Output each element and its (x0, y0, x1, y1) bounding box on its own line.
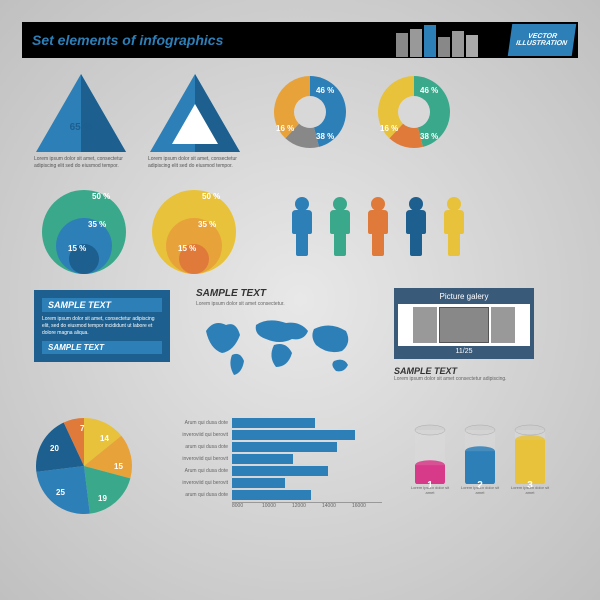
hbar-row: Arum qui dusa dote (172, 466, 382, 476)
gallery-page: 11/25 (398, 348, 530, 355)
gallery-image[interactable] (439, 307, 489, 343)
picture-gallery: Picture galery 11/25 (394, 288, 534, 359)
triangle-pct: 50 % (150, 122, 240, 133)
person-icon-3 (400, 196, 432, 261)
person-icon-2 (362, 196, 394, 261)
hbar-bar (232, 490, 311, 500)
triangle-pct: 65 % (36, 122, 126, 133)
hbar-bar (232, 418, 315, 428)
hbar-row: arum qui dusa dote (172, 490, 382, 500)
circle-label: 50 % (202, 192, 220, 201)
hbar-label: inveroviid qui berovit (172, 432, 232, 438)
hbar-bar (232, 454, 293, 464)
cylinder-caption: Lorem ipsum dolor sit amet (460, 486, 500, 496)
donut-chart-1: 46 % 16 % 38 % (376, 74, 452, 150)
cylinder-chart: 1 Lorem ipsum dolor sit amet 2 Lorem ips… (414, 424, 546, 489)
map-title: SAMPLE TEXT (196, 288, 364, 299)
badge-line1: VECTOR (527, 33, 557, 40)
donut-slice-label: 38 % (316, 132, 334, 141)
text-box-footer: SAMPLE TEXT (42, 341, 162, 354)
hbar-label: Arum qui dusa dote (172, 468, 232, 474)
hbar-row: arum qui dusa dote (172, 442, 382, 452)
hbar-label: Arum qui dusa dote (172, 420, 232, 426)
hbar-bar (232, 430, 355, 440)
cylinder-0: 1 Lorem ipsum dolor sit amet (414, 424, 446, 489)
hbar-tick: 8000 (232, 503, 262, 509)
pie-slice-label: 25 (56, 488, 65, 497)
pie-chart: 14 15 19 25 20 7 (34, 416, 134, 516)
hbar-tick: 16000 (352, 503, 382, 509)
world-map-icon (196, 311, 364, 383)
donut-slice-label: 46 % (420, 86, 438, 95)
donut-slice-label: 38 % (420, 132, 438, 141)
sample-text-box: SAMPLE TEXT Lorem ipsum dolor sit amet, … (34, 290, 170, 362)
hbar-bar (232, 466, 328, 476)
gallery-caption-body: Lorem ipsum dolor sit amet consectetur a… (394, 376, 534, 382)
gallery-thumb-prev[interactable] (413, 307, 437, 343)
circle-label: 50 % (92, 192, 110, 201)
cylinder-1: 2 Lorem ipsum dolor sit amet (464, 424, 496, 489)
badge-line2: ILLUSTRATION (516, 40, 568, 47)
header-bar: Set elements of infographics (22, 22, 578, 58)
world-map-block: SAMPLE TEXT Lorem ipsum dolor sit amet c… (196, 288, 364, 388)
person-icon-4 (438, 196, 470, 261)
pie-slice-label: 19 (98, 494, 107, 503)
hbar-bar (232, 442, 337, 452)
hbar-row: inveroviid qui berovit (172, 430, 382, 440)
donut-slice-label: 16 % (380, 124, 398, 133)
hbar-tick: 14000 (322, 503, 352, 509)
triangle-stat-1: 50 % Lorem ipsum dolor sit amet, consect… (150, 74, 240, 152)
triangle-caption: Lorem ipsum dolor sit amet, consectetur … (34, 156, 134, 169)
donut-slice-label: 46 % (316, 86, 334, 95)
horizontal-bar-chart: Arum qui dusa dote inveroviid qui berovi… (172, 418, 382, 509)
map-body: Lorem ipsum dolor sit amet consectetur. (196, 301, 364, 307)
header-mini-chart (396, 25, 478, 57)
hbar-label: arum qui dusa dote (172, 492, 232, 498)
triangle-stat-0: 65 % Lorem ipsum dolor sit amet, consect… (36, 74, 126, 152)
gallery-caption: SAMPLE TEXT Lorem ipsum dolor sit amet c… (394, 360, 534, 382)
hbar-row: Arum qui dusa dote (172, 418, 382, 428)
person-icon-1 (324, 196, 356, 261)
gallery-thumb-next[interactable] (491, 307, 515, 343)
vector-badge: VECTOR ILLUSTRATION (508, 24, 576, 56)
hbar-row: inveroviid qui berovit (172, 478, 382, 488)
hbar-label: inveroviid qui berovit (172, 480, 232, 486)
circle-label: 35 % (88, 220, 106, 229)
gallery-title: Picture galery (398, 292, 530, 301)
hbar-tick: 10000 (262, 503, 292, 509)
nested-circles-1: 50 % 35 % 15 % (152, 184, 242, 274)
nested-circles-0: 50 % 35 % 15 % (42, 184, 132, 274)
text-box-title: SAMPLE TEXT (42, 298, 162, 312)
donut-slice-label: 16 % (276, 124, 294, 133)
pie-slice-label: 15 (114, 462, 123, 471)
circle-label: 15 % (68, 244, 86, 253)
gallery-frame (398, 304, 530, 346)
hbar-label: arum qui dusa dote (172, 444, 232, 450)
header-title: Set elements of infographics (32, 32, 223, 48)
people-row (286, 196, 470, 261)
person-icon-0 (286, 196, 318, 261)
hbar-label: inveroviid qui berovit (172, 456, 232, 462)
pie-slice-label: 20 (50, 444, 59, 453)
cylinder-caption: Lorem ipsum dolor sit amet (510, 486, 550, 496)
circle-label: 15 % (178, 244, 196, 253)
hbar-row: inveroviid qui berovit (172, 454, 382, 464)
pie-slice-label: 14 (100, 434, 109, 443)
circle-label: 35 % (198, 220, 216, 229)
hbar-tick: 12000 (292, 503, 322, 509)
triangle-caption: Lorem ipsum dolor sit amet, consectetur … (148, 156, 248, 169)
hbar-axis: 800010000120001400016000 (232, 502, 382, 509)
cylinder-2: 3 Lorem ipsum dolor sit amet (514, 424, 546, 489)
cylinder-caption: Lorem ipsum dolor sit amet (410, 486, 450, 496)
donut-chart-0: 46 % 16 % 38 % (272, 74, 348, 150)
gallery-caption-title: SAMPLE TEXT (394, 366, 534, 376)
pie-slice-label: 7 (80, 424, 84, 433)
text-box-body: Lorem ipsum dolor sit amet, consectetur … (42, 316, 162, 337)
hbar-bar (232, 478, 285, 488)
